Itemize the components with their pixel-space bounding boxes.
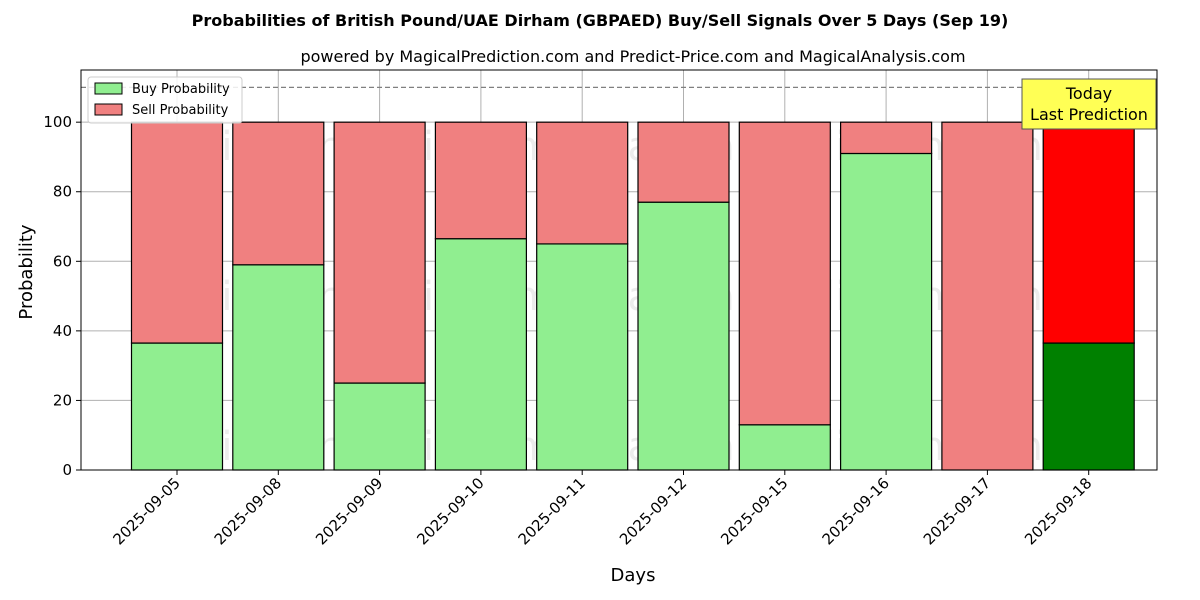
bar-sell-2025-09-12 [637,121,730,203]
bar-sell-2025-09-09 [333,121,426,384]
x-tick-label: 2025-09-05 [109,474,183,548]
x-tick-label: 2025-09-12 [616,474,690,548]
y-tick-label: 60 [53,252,72,270]
y-tick-label: 80 [53,183,72,201]
bar-buy-2025-09-09 [333,382,426,471]
bar-sell-2025-09-11 [536,121,629,245]
bar-buy-2025-09-16 [839,152,933,471]
x-tick-label: 2025-09-15 [717,474,791,548]
x-axis-label: Days [611,565,656,586]
legend-box [87,76,243,124]
bar-buy-2025-09-05 [130,342,224,471]
today-annotation: Today Last Prediction [1021,78,1157,130]
annotation-box [1021,78,1157,130]
bar-sell-2025-09-16 [839,121,933,155]
x-tick-label: 2025-09-09 [312,474,386,548]
bar-sell-2025-09-10 [434,121,527,240]
x-tick-label: 2025-09-10 [413,474,487,548]
annotation-line-today: Today [1065,84,1112,103]
y-tick-label: 40 [53,322,72,340]
bars-group [130,121,1135,471]
legend-label-sell: Sell Probability [132,103,229,118]
bar-buy-2025-09-12 [637,201,730,471]
annotation-line-last-prediction: Last Prediction [1030,105,1148,124]
y-tick-label: 0 [62,461,72,479]
x-tick-label: 2025-09-08 [211,474,285,548]
bar-sell-2025-09-15 [738,121,831,426]
x-tick-label: 2025-09-17 [920,474,994,548]
plot-frame [80,69,1158,471]
y-tick-label: 20 [53,391,72,409]
legend-label-buy: Buy Probability [132,82,230,97]
y-axis-label: Probability [16,224,37,319]
bar-sell-2025-09-17 [941,121,1034,471]
x-axis-ticks: 2025-09-05 2025-09-08 2025-09-09 2025-09-10… [109,470,1096,548]
chart-title: Probabilities of British Pound/UAE Dirha… [192,11,1009,30]
legend-swatch-buy [94,82,123,95]
y-tick-label: 100 [43,113,72,131]
x-tick-label: 2025-09-16 [819,474,893,548]
x-tick-label: 2025-09-18 [1021,474,1095,548]
bar-buy-2025-09-15 [738,424,831,471]
bar-buy-2025-09-11 [536,243,629,471]
bar-sell-2025-09-08 [232,121,325,266]
legend-swatch-sell [94,103,123,116]
y-axis-ticks: 0 20 40 60 80 100 [43,113,81,479]
chart-subtitle: powered by MagicalPrediction.com and Pre… [300,47,965,66]
bar-sell-2025-09-18 [1042,121,1135,344]
bar-buy-2025-09-10 [434,238,527,471]
legend: Buy Probability Sell Probability [87,76,243,124]
bar-sell-2025-09-05 [130,121,224,344]
bar-buy-2025-09-08 [232,264,325,471]
x-tick-label: 2025-09-11 [515,474,589,548]
bar-buy-2025-09-18 [1042,342,1135,471]
